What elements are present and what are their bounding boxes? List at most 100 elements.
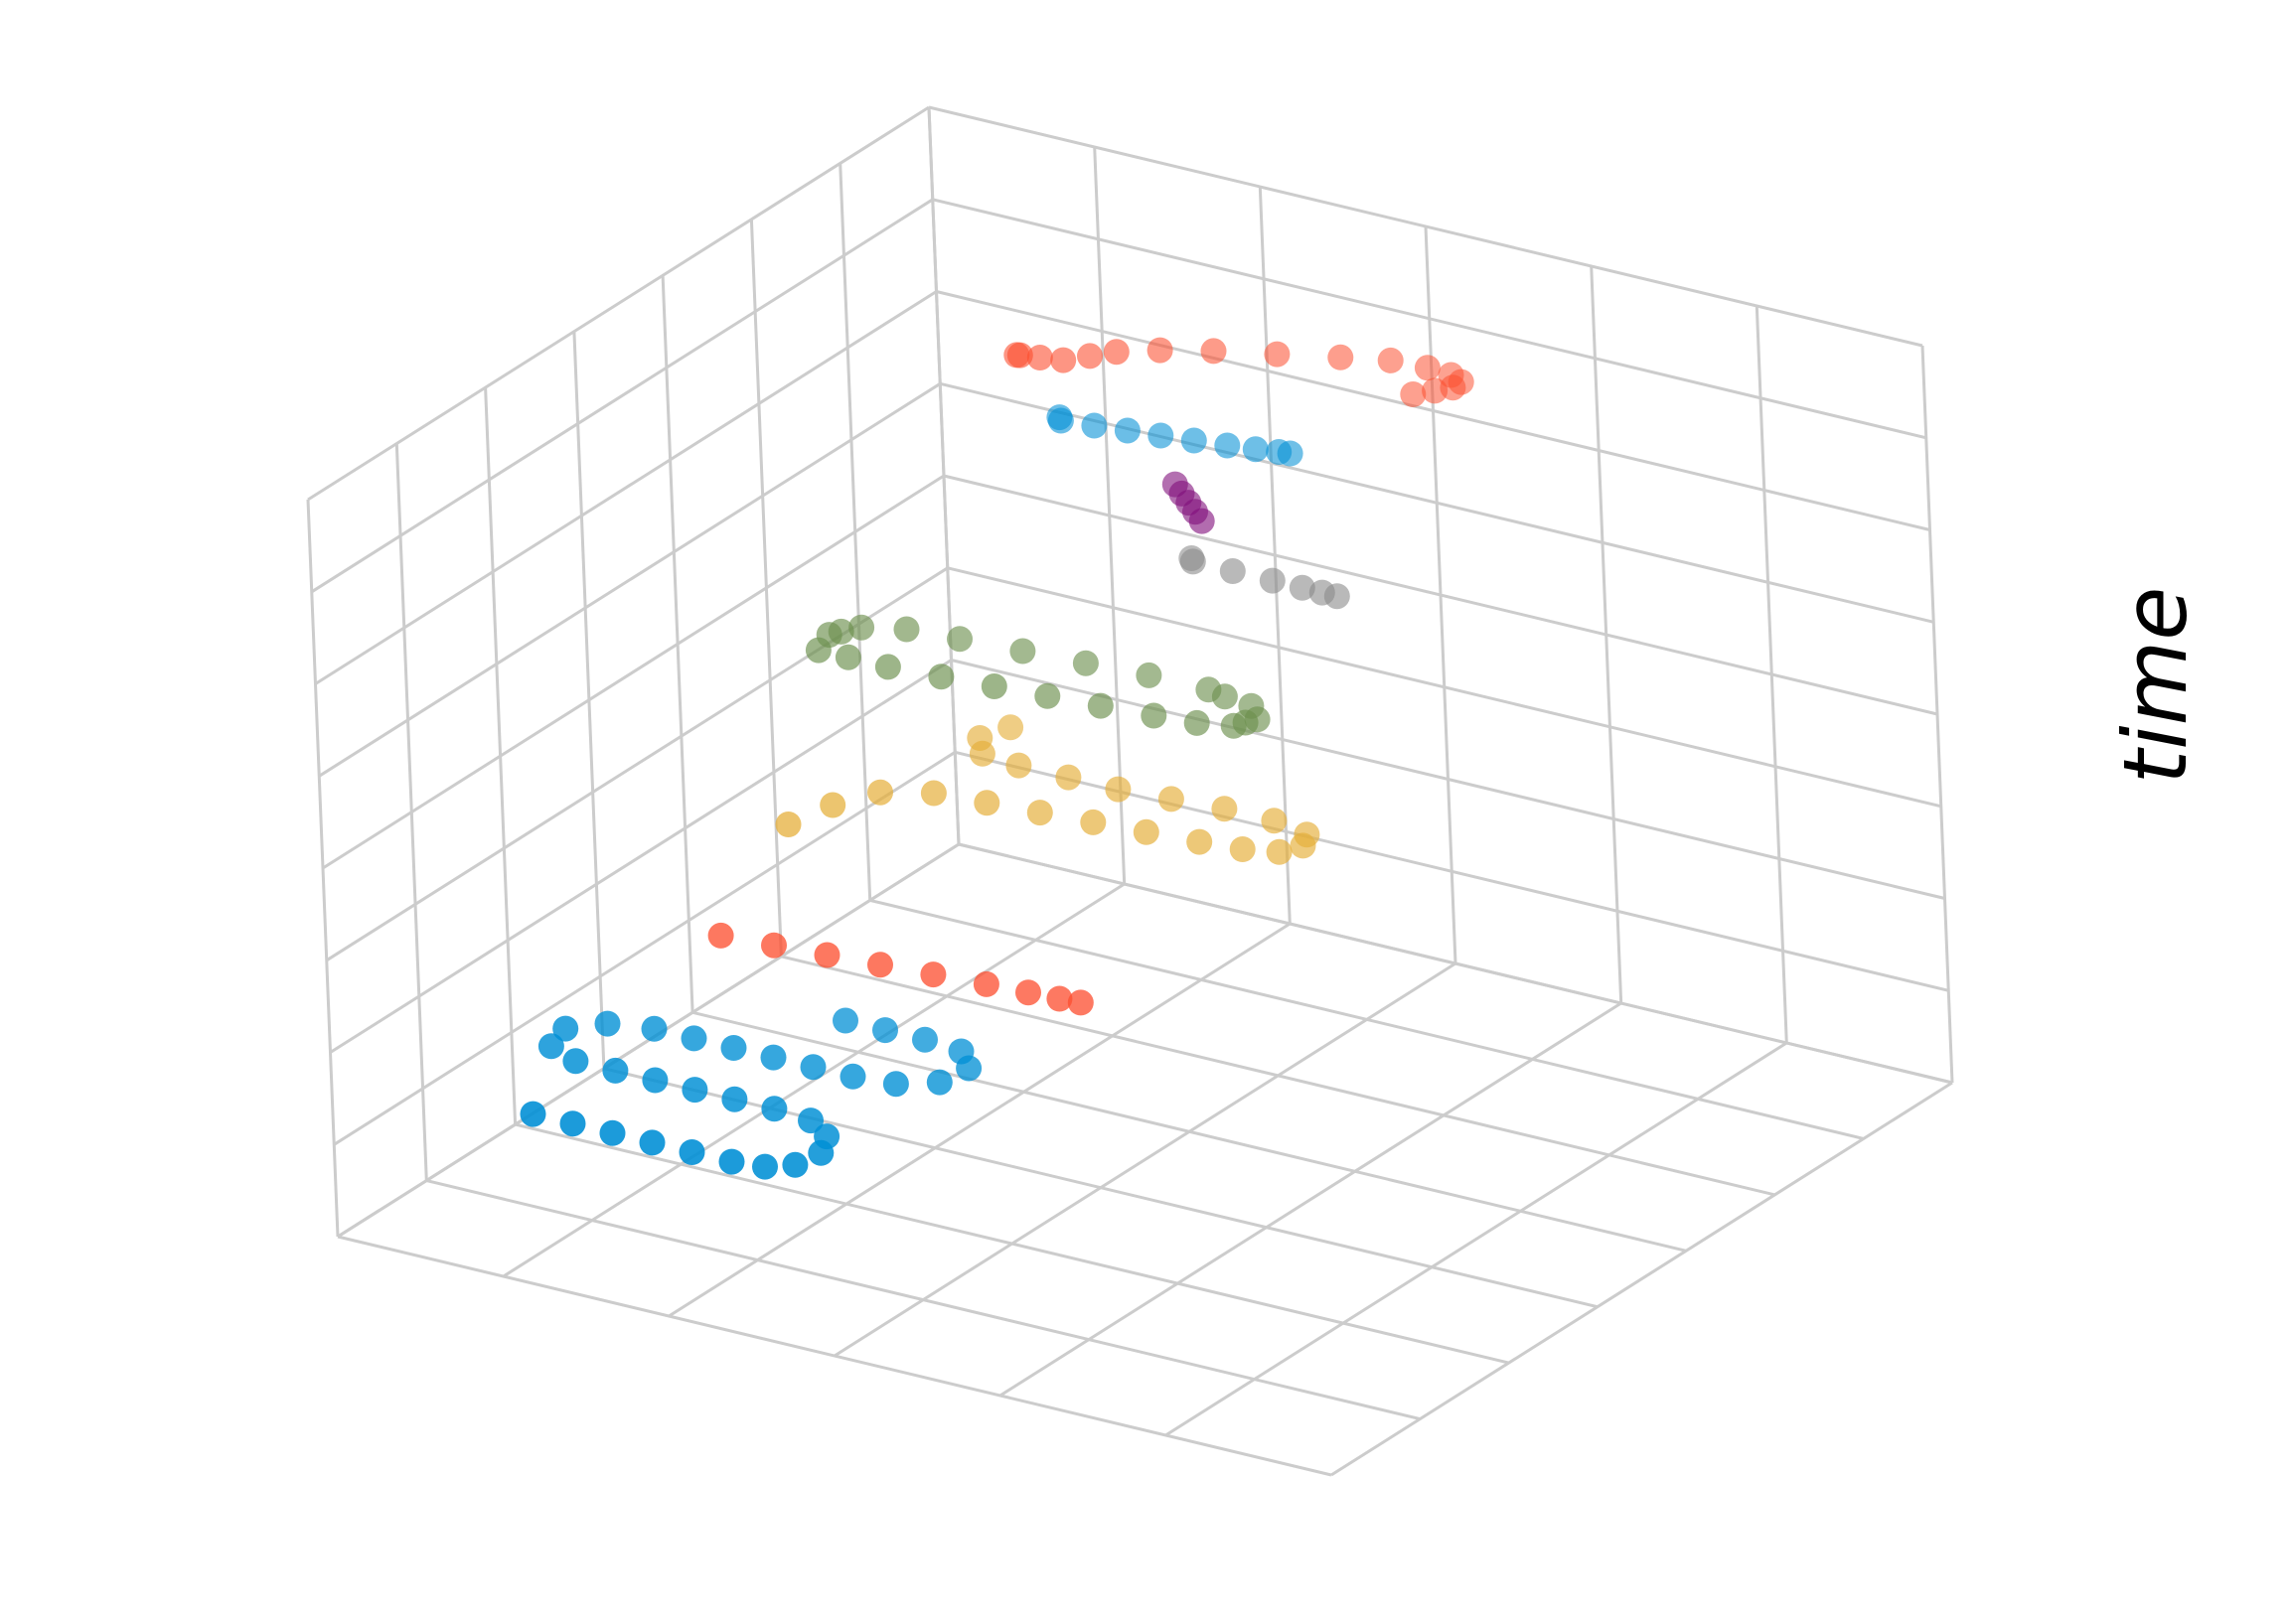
data-point-series-2	[1211, 796, 1238, 822]
data-point-series-6	[1047, 407, 1074, 434]
data-point-series-0	[718, 1148, 745, 1175]
data-point-series-1	[761, 932, 787, 959]
data-point-series-3	[928, 664, 955, 690]
data-point-series-2	[1261, 808, 1288, 834]
floor-gridline-y	[337, 1235, 1332, 1477]
data-point-series-0	[721, 1086, 748, 1112]
left-wall-gridline-z	[318, 382, 942, 778]
data-point-series-0	[761, 1096, 788, 1122]
data-point-series-1	[814, 942, 840, 968]
floor-gridline-x	[998, 1001, 1622, 1398]
data-point-series-4	[1219, 558, 1246, 584]
data-point-series-0	[562, 1048, 589, 1075]
data-point-series-3	[1136, 662, 1162, 688]
back-wall-gridline-z	[958, 842, 1953, 1085]
data-point-series-3	[1034, 682, 1061, 709]
left-wall-gridline-z	[333, 751, 957, 1146]
data-point-series-0	[912, 1026, 938, 1053]
data-point-series-2	[1026, 800, 1053, 826]
data-point-series-7	[1050, 347, 1077, 373]
back-wall-gridline-z	[943, 474, 1938, 716]
data-point-series-0	[641, 1015, 668, 1042]
left-wall-gridline-z	[310, 198, 934, 594]
data-point-series-2	[820, 792, 846, 818]
data-point-series-7	[1377, 347, 1404, 373]
data-point-series-4	[1289, 574, 1315, 601]
floor-gridline-x	[502, 882, 1126, 1278]
data-point-series-2	[920, 780, 947, 807]
data-point-series-1	[867, 952, 893, 978]
data-point-series-1	[707, 922, 734, 949]
data-point-series-5	[1188, 508, 1215, 534]
data-point-series-7	[1200, 338, 1227, 365]
data-point-series-2	[997, 714, 1024, 741]
data-point-series-2	[1105, 776, 1132, 803]
data-point-series-1	[920, 961, 947, 988]
data-point-series-2	[1290, 832, 1316, 859]
data-point-series-6	[1180, 427, 1207, 454]
data-point-series-2	[1133, 818, 1159, 845]
data-point-series-0	[599, 1119, 626, 1146]
left-wall-gridline-z	[307, 105, 930, 502]
left-wall-gridline-z	[314, 290, 938, 685]
data-point-series-2	[867, 779, 893, 806]
data-point-series-7	[1414, 355, 1441, 381]
data-point-series-6	[1114, 417, 1141, 444]
data-point-series-6	[1242, 436, 1269, 463]
data-point-series-0	[594, 1010, 621, 1037]
data-point-series-4	[1179, 548, 1206, 575]
data-point-series-0	[840, 1063, 866, 1090]
back-wall-gridline-z	[947, 566, 1942, 809]
data-point-series-2	[1055, 764, 1082, 791]
data-point-series-2	[1186, 828, 1213, 855]
data-point-series-7	[1264, 341, 1291, 368]
floor-gridline-y	[515, 1122, 1509, 1365]
floor-gridline-x	[1164, 1041, 1788, 1437]
data-point-series-0	[552, 1015, 579, 1042]
data-point-series-4	[1323, 583, 1350, 610]
data-point-series-0	[926, 1069, 953, 1096]
data-point-series-2	[969, 740, 995, 767]
data-point-series-0	[833, 1007, 858, 1034]
data-point-series-3	[1072, 650, 1099, 676]
floor-gridline-y	[691, 1010, 1687, 1253]
data-point-series-2	[974, 790, 1000, 816]
data-point-series-6	[1081, 412, 1108, 439]
back-wall-gridline-z	[936, 290, 1930, 531]
data-point-series-3	[1009, 638, 1036, 664]
axes-grid	[306, 105, 1954, 1477]
data-point-series-2	[1080, 809, 1107, 835]
data-point-series-3	[893, 616, 920, 643]
z-axis-label: time	[2104, 587, 2207, 785]
data-point-series-6	[1214, 432, 1241, 459]
data-point-series-0	[798, 1107, 824, 1134]
data-point-series-7	[1327, 344, 1354, 370]
data-point-series-0	[520, 1101, 546, 1127]
left-wall-gridline-z	[337, 842, 960, 1239]
data-point-series-3	[835, 644, 861, 670]
data-point-series-3	[981, 673, 1007, 699]
floor-gridline-y	[603, 1067, 1599, 1309]
data-point-series-0	[679, 1139, 705, 1165]
floor-gridline-y	[425, 1179, 1421, 1421]
floor-gridline-x	[834, 961, 1456, 1358]
back-wall-gridline-z	[928, 105, 1923, 348]
data-point-series-0	[642, 1067, 669, 1094]
data-point-series-7	[1422, 377, 1449, 404]
floor-gridline-x	[668, 922, 1292, 1318]
data-point-series-3	[1220, 712, 1247, 739]
data-point-series-0	[752, 1153, 778, 1180]
data-point-series-0	[682, 1077, 708, 1104]
data-point-series-0	[782, 1151, 809, 1178]
back-wall-gridline-z	[954, 750, 1949, 992]
data-point-series-3	[805, 637, 832, 664]
data-point-series-2	[1266, 838, 1293, 865]
data-point-series-6	[1147, 422, 1174, 449]
data-point-series-7	[1103, 339, 1130, 366]
data-point-series-0	[882, 1071, 909, 1098]
floor-gridline-y	[869, 898, 1865, 1140]
back-wall-gridline-z	[951, 659, 1945, 900]
data-point-series-2	[1157, 786, 1184, 812]
floor-gridline-y	[781, 955, 1775, 1197]
